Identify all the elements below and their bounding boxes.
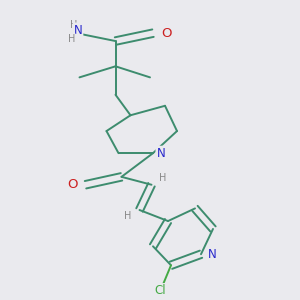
Text: N: N — [74, 23, 82, 37]
Text: H: H — [68, 34, 76, 44]
Text: N: N — [208, 248, 217, 261]
Text: Cl: Cl — [155, 284, 166, 297]
Text: N: N — [156, 147, 165, 160]
Text: H: H — [70, 20, 77, 30]
Text: H: H — [124, 211, 132, 221]
Text: O: O — [68, 178, 78, 191]
Text: O: O — [161, 27, 172, 40]
Text: H: H — [159, 173, 167, 183]
